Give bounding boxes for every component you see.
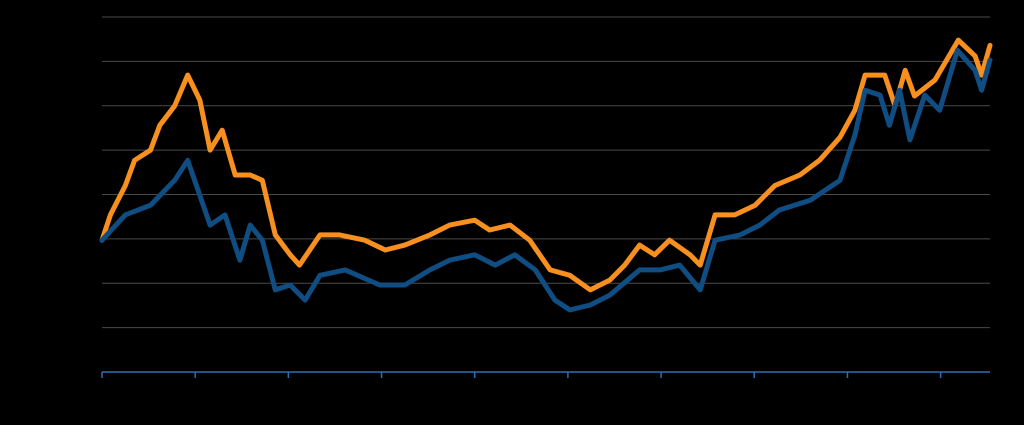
line-series bbox=[99, 47, 993, 313]
line-series bbox=[99, 37, 993, 293]
